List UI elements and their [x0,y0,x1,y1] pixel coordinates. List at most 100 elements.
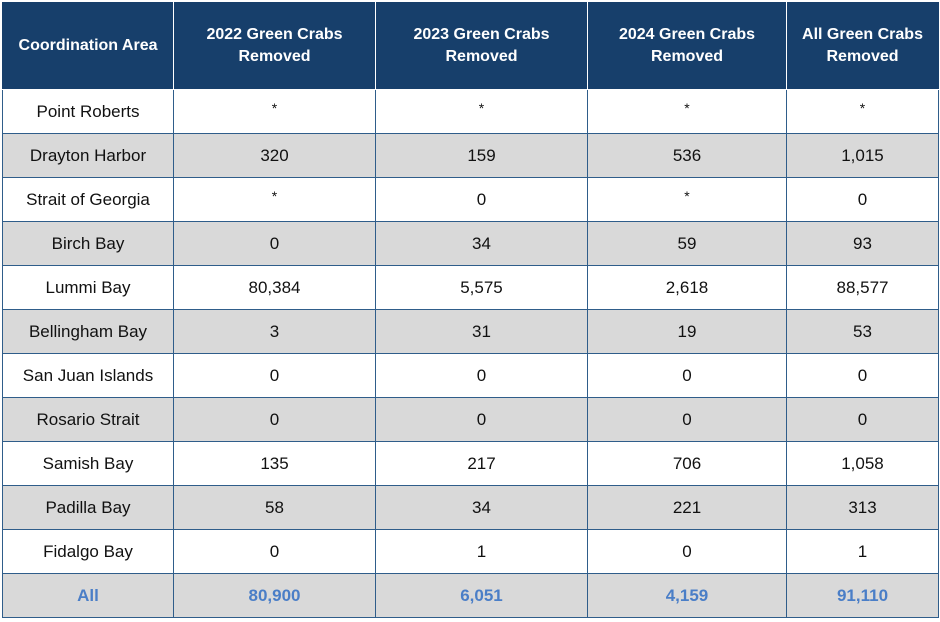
area-name-cell: Strait of Georgia [2,177,174,222]
total-label-cell: All [2,573,174,618]
count-cell: * [587,177,787,222]
area-name-cell: Samish Bay [2,441,174,486]
count-value: * [684,187,690,204]
count-cell: 0 [786,353,939,398]
count-cell: 536 [587,133,787,178]
count-cell: 0 [587,529,787,574]
count-value: 58 [265,497,284,517]
count-cell: 5,575 [375,265,588,310]
count-cell: 59 [587,221,787,266]
area-name: Samish Bay [42,453,134,473]
count-value: 159 [467,145,496,165]
table-row: Rosario Strait 0 0 0 0 [2,397,939,442]
count-value: 0 [682,541,692,561]
count-value: 0 [857,409,868,429]
count-cell: 34 [375,485,588,530]
area-name: Bellingham Bay [28,321,148,341]
count-value: 3 [269,321,280,341]
count-cell: 0 [173,353,376,398]
count-value: 34 [472,497,491,517]
count-cell: 0 [786,177,939,222]
area-name-cell: Rosario Strait [2,397,174,442]
count-cell: 0 [587,353,787,398]
count-cell: 1 [786,529,939,574]
area-name-cell: San Juan Islands [2,353,174,398]
table-row: Padilla Bay 58 34 221 313 [2,485,939,530]
count-cell: * [587,89,787,134]
count-value: 0 [269,409,280,429]
count-cell: 159 [375,133,588,178]
count-cell: 19 [587,309,787,354]
count-cell: 58 [173,485,376,530]
count-cell: 135 [173,441,376,486]
header-coordination-area: Coordination Area [2,2,174,90]
total-value: 91,110 [836,585,889,605]
area-name: Padilla Bay [45,497,131,517]
count-value: 34 [472,233,491,253]
area-name: Strait of Georgia [26,189,150,209]
count-cell: 88,577 [786,265,939,310]
count-value: 313 [848,497,877,517]
area-name-cell: Birch Bay [2,221,174,266]
total-label: All [77,585,99,605]
count-value: 135 [260,453,289,473]
count-value: 0 [857,189,868,209]
area-name-cell: Padilla Bay [2,485,174,530]
table-row: Fidalgo Bay 0 1 0 1 [2,529,939,574]
table-row: Strait of Georgia * 0 * 0 [2,177,939,222]
count-value: 221 [672,497,702,517]
header-2022-removed: 2022 Green Crabs Removed [173,2,376,90]
area-name: Point Roberts [36,101,140,121]
count-cell: * [173,89,376,134]
count-value: 88,577 [836,277,889,297]
count-value: 0 [269,365,280,385]
total-value: 4,159 [665,585,709,605]
count-value: 1,015 [841,145,884,165]
count-cell: 0 [375,177,588,222]
area-name-cell: Fidalgo Bay [2,529,174,574]
count-value: 0 [476,189,487,209]
count-value: 706 [672,453,702,473]
count-cell: 0 [587,397,787,442]
count-value: * [859,99,866,116]
area-name-cell: Drayton Harbor [2,133,174,178]
area-name: Birch Bay [51,233,125,253]
area-name: San Juan Islands [22,365,154,385]
total-value: 6,051 [460,585,503,605]
count-cell: 3 [173,309,376,354]
total-value: 80,900 [248,585,301,605]
count-value: 80,384 [248,277,301,297]
count-cell: 80,384 [173,265,376,310]
area-name: Fidalgo Bay [43,541,133,561]
total-count-cell: 4,159 [587,573,787,618]
count-value: 31 [472,321,491,341]
count-value: 59 [677,233,697,253]
count-cell: * [173,177,376,222]
header-2024-removed: 2024 Green Crabs Removed [587,2,787,90]
count-value: 0 [476,365,487,385]
count-value: 2,618 [665,277,709,297]
header-all-removed: All Green Crabs Removed [786,2,939,90]
count-value: 0 [682,409,692,429]
count-value: 0 [269,541,280,561]
area-name: Lummi Bay [45,277,131,297]
area-name: Drayton Harbor [29,145,147,165]
count-value: * [684,99,690,116]
header-row: Coordination Area 2022 Green Crabs Remov… [2,2,939,90]
count-cell: 0 [786,397,939,442]
table-row: Samish Bay 135 217 706 1,058 [2,441,939,486]
count-cell: 53 [786,309,939,354]
count-value: 5,575 [460,277,503,297]
area-name-cell: Point Roberts [2,89,174,134]
table-row: San Juan Islands 0 0 0 0 [2,353,939,398]
area-name-cell: Lummi Bay [2,265,174,310]
count-value: * [271,187,278,204]
count-value: 0 [269,233,280,253]
table-row: Lummi Bay 80,384 5,575 2,618 88,577 [2,265,939,310]
count-value: 320 [260,145,289,165]
count-cell: 320 [173,133,376,178]
count-value: * [478,99,485,116]
table-header: Coordination Area 2022 Green Crabs Remov… [2,2,939,90]
